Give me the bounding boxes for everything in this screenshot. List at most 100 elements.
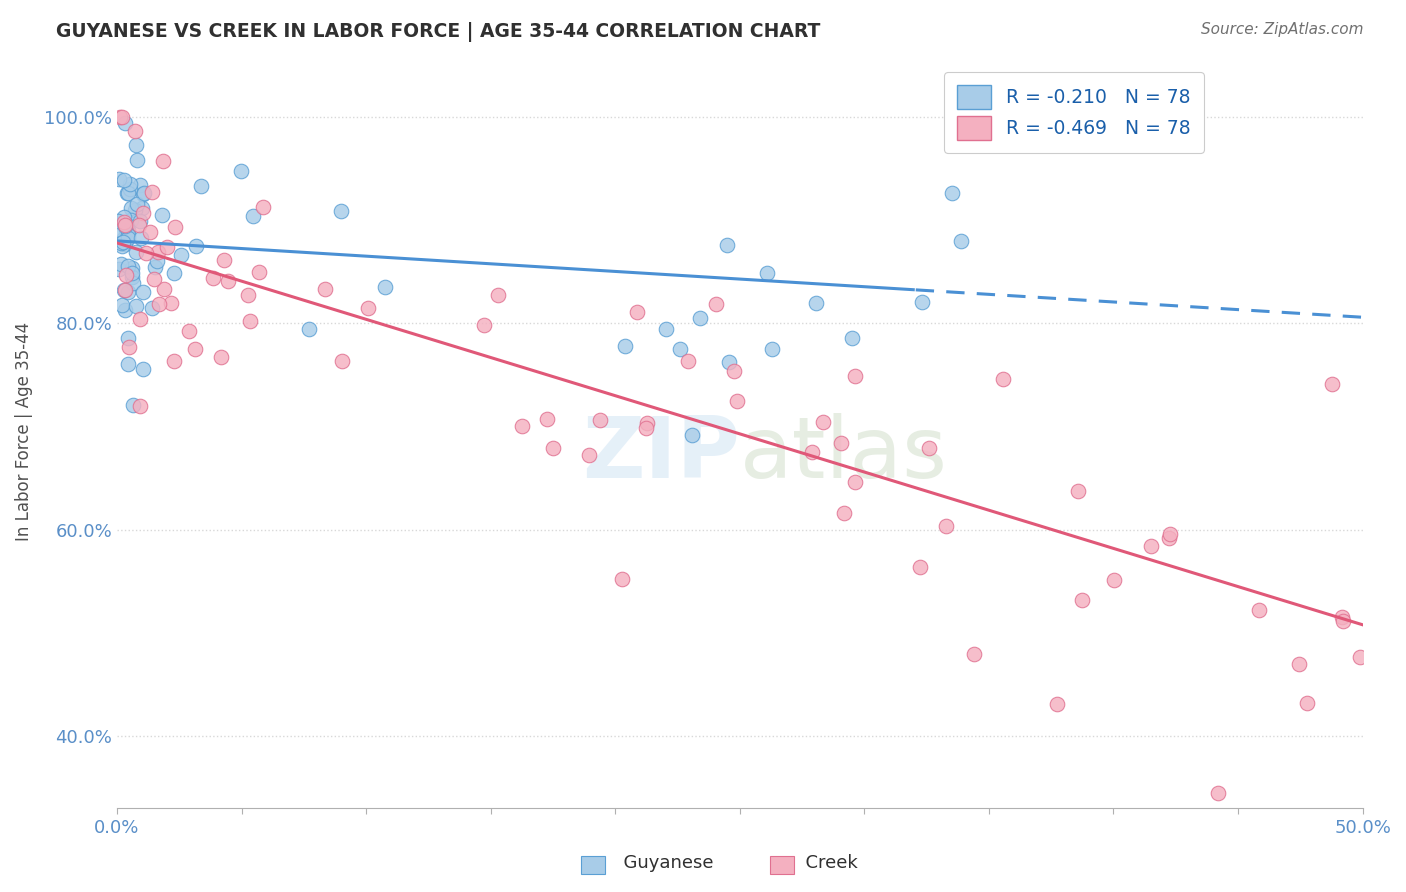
Point	[804, 295, 827, 310]
Point	[112, 231, 135, 245]
Point	[129, 231, 152, 245]
Point	[1348, 650, 1371, 665]
Point	[114, 218, 136, 232]
Point	[131, 285, 153, 300]
Point	[718, 355, 741, 369]
Text: Source: ZipAtlas.com: Source: ZipAtlas.com	[1201, 22, 1364, 37]
Point	[756, 267, 779, 281]
Point	[761, 342, 783, 356]
Point	[118, 340, 141, 354]
Point	[357, 301, 380, 315]
Point	[114, 302, 136, 317]
Point	[832, 506, 855, 520]
Point	[1071, 593, 1094, 607]
Point	[111, 110, 134, 124]
Point	[163, 266, 186, 280]
Point	[111, 235, 134, 249]
Point	[472, 318, 495, 332]
Point	[118, 177, 141, 191]
Point	[117, 285, 139, 300]
Point	[115, 224, 138, 238]
Point	[125, 300, 148, 314]
Point	[156, 240, 179, 254]
Point	[128, 178, 150, 193]
Point	[163, 220, 186, 235]
Point	[107, 213, 129, 227]
Point	[1206, 786, 1229, 800]
Text: Guyanese: Guyanese	[612, 855, 713, 872]
Point	[170, 248, 193, 262]
Point	[117, 223, 139, 237]
Point	[121, 260, 143, 275]
Point	[117, 186, 139, 201]
Point	[125, 196, 148, 211]
Point	[112, 215, 135, 229]
Point	[231, 164, 253, 178]
Point	[1330, 610, 1353, 624]
Point	[242, 209, 264, 223]
Point	[706, 297, 728, 311]
Point	[124, 203, 146, 218]
Point	[129, 311, 152, 326]
Point	[541, 442, 564, 456]
Point	[139, 225, 162, 239]
Point	[108, 262, 131, 277]
Point	[110, 257, 132, 271]
Point	[114, 284, 136, 298]
Point	[1139, 539, 1161, 553]
Point	[716, 238, 738, 252]
Point	[510, 418, 533, 433]
Point	[949, 234, 972, 248]
Point	[626, 304, 648, 318]
Point	[146, 245, 169, 260]
Point	[252, 201, 274, 215]
Point	[125, 137, 148, 152]
Point	[125, 153, 148, 167]
Point	[160, 296, 183, 310]
Point	[152, 153, 174, 168]
Y-axis label: In Labor Force | Age 35-44: In Labor Force | Age 35-44	[15, 322, 32, 541]
Point	[911, 294, 934, 309]
Point	[190, 179, 212, 194]
Point	[117, 357, 139, 371]
Point	[1288, 657, 1310, 672]
Point	[124, 124, 146, 138]
Point	[330, 354, 353, 368]
Point	[844, 368, 866, 383]
Point	[128, 399, 150, 413]
Point	[122, 276, 145, 290]
Point	[613, 338, 636, 352]
Point	[148, 296, 170, 310]
Point	[811, 415, 834, 429]
Point	[209, 351, 232, 365]
Point	[132, 362, 155, 376]
Point	[374, 280, 396, 294]
Point	[114, 268, 136, 283]
Point	[217, 275, 239, 289]
Point	[112, 210, 135, 224]
Point	[177, 324, 200, 338]
Point	[115, 186, 138, 201]
Point	[689, 310, 711, 325]
Legend: R = -0.210   N = 78, R = -0.469   N = 78: R = -0.210 N = 78, R = -0.469 N = 78	[943, 72, 1204, 153]
Point	[125, 244, 148, 259]
Point	[678, 353, 700, 368]
Point	[841, 330, 863, 344]
Point	[1159, 527, 1181, 541]
Point	[184, 239, 207, 253]
Point	[201, 271, 224, 285]
Point	[131, 201, 153, 215]
Point	[918, 441, 941, 455]
Point	[112, 173, 135, 187]
Point	[114, 116, 136, 130]
Point	[486, 288, 509, 302]
Point	[330, 203, 353, 218]
Point	[108, 172, 131, 186]
Point	[114, 219, 136, 233]
Point	[1296, 696, 1319, 710]
Point	[298, 322, 321, 336]
Point	[135, 246, 157, 260]
Point	[314, 282, 336, 296]
Point	[1102, 574, 1125, 588]
Point	[111, 298, 134, 312]
